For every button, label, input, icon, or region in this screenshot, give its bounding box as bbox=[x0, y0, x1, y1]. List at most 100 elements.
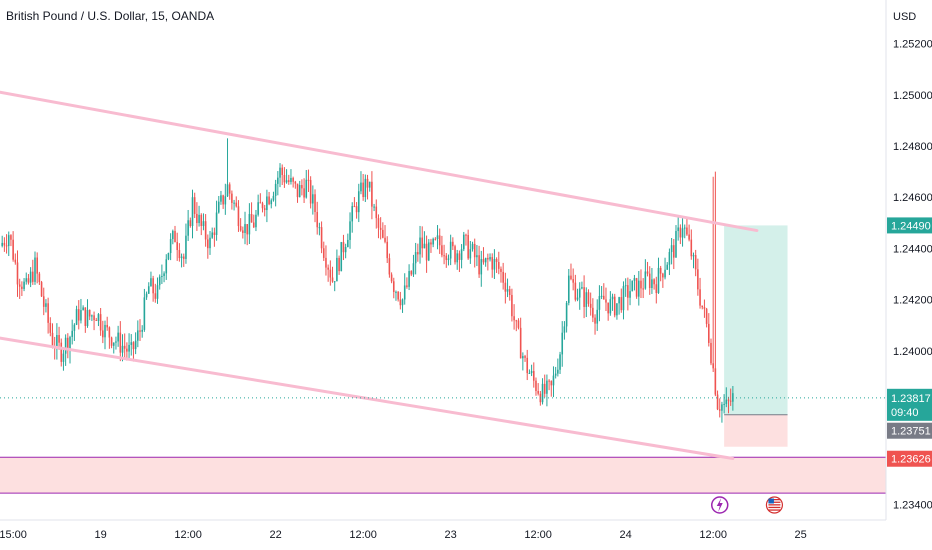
flag-stripe bbox=[768, 504, 781, 506]
candle-body bbox=[371, 181, 373, 207]
candle-body bbox=[469, 249, 472, 259]
candles-layer bbox=[1, 138, 734, 423]
price-badges: 1.24490 1.23817 09:40 1.23751 1.23626 bbox=[887, 217, 932, 467]
candle-body bbox=[495, 259, 498, 262]
candle-body bbox=[377, 218, 380, 228]
candle-body bbox=[314, 194, 316, 213]
candle-body bbox=[84, 307, 87, 326]
candle-body bbox=[714, 368, 717, 395]
price-tick-label: 1.24400 bbox=[893, 243, 932, 255]
broker-name: OANDA bbox=[171, 9, 215, 23]
candle-body bbox=[386, 241, 389, 259]
candle-body bbox=[102, 330, 104, 338]
candle-body bbox=[272, 195, 275, 201]
candle-body bbox=[640, 280, 642, 289]
candle-body bbox=[279, 167, 281, 178]
candle-body bbox=[703, 307, 706, 309]
candle-body bbox=[174, 230, 176, 243]
candle-body bbox=[21, 286, 23, 289]
candle-body bbox=[567, 275, 570, 303]
candle-body bbox=[699, 289, 701, 306]
candle-body bbox=[723, 403, 725, 405]
stop-price-label: 1.23626 bbox=[891, 454, 931, 466]
candle-body bbox=[581, 287, 583, 289]
candle-body bbox=[613, 296, 616, 316]
candle-body bbox=[329, 269, 332, 278]
price-axis: 1.25200 1.25000 1.24800 1.24600 1.24400 1.242… bbox=[893, 39, 932, 512]
candle-body bbox=[524, 356, 526, 358]
support-zone bbox=[0, 457, 886, 494]
candle-body bbox=[710, 342, 712, 364]
entry-price-label: 1.23751 bbox=[891, 426, 931, 438]
candle-body bbox=[721, 404, 723, 411]
candle-body bbox=[49, 322, 52, 333]
candle-body bbox=[681, 228, 684, 238]
channel-lower-line[interactable] bbox=[0, 336, 735, 461]
candle-body bbox=[1, 242, 3, 246]
candle-body bbox=[368, 181, 371, 188]
candle-body bbox=[530, 371, 533, 373]
time-tick-label: 24 bbox=[620, 529, 632, 541]
candle-body bbox=[121, 345, 124, 353]
price-tick-label: 1.24000 bbox=[893, 346, 932, 358]
candle-body bbox=[25, 278, 28, 282]
candle-body bbox=[456, 253, 459, 263]
candle-body bbox=[342, 242, 345, 253]
candle-body bbox=[473, 243, 476, 258]
candle-body bbox=[128, 344, 130, 352]
candle-body bbox=[91, 315, 93, 317]
candle-body bbox=[117, 332, 119, 342]
candle-body bbox=[460, 249, 463, 260]
candle-body bbox=[589, 303, 592, 308]
candle-body bbox=[550, 381, 553, 386]
candle-body bbox=[546, 380, 548, 394]
candle-body bbox=[64, 337, 67, 354]
candle-body bbox=[506, 289, 509, 292]
candle-body bbox=[303, 188, 305, 198]
candle-body bbox=[18, 284, 21, 287]
candle-body bbox=[399, 299, 402, 306]
candle-body bbox=[557, 369, 559, 374]
candle-body bbox=[548, 380, 550, 382]
candle-body bbox=[178, 250, 181, 259]
candle-body bbox=[56, 335, 58, 349]
zones-layer bbox=[0, 225, 886, 494]
last-price-badge-bg bbox=[887, 388, 932, 421]
candle-body bbox=[320, 227, 323, 249]
candle-body bbox=[38, 273, 41, 283]
candle-body bbox=[36, 257, 38, 274]
candle-body bbox=[716, 394, 719, 410]
candle-body bbox=[427, 242, 430, 261]
candle-body bbox=[283, 174, 286, 183]
candle-body bbox=[390, 274, 393, 282]
channel-upper-line[interactable] bbox=[0, 90, 759, 233]
candle-body bbox=[605, 299, 607, 303]
price-tick-label: 1.23400 bbox=[893, 500, 932, 512]
candle-body bbox=[187, 220, 189, 236]
profit-zone[interactable] bbox=[724, 225, 788, 415]
candle-body bbox=[217, 201, 220, 213]
candle-body bbox=[322, 248, 325, 258]
candle-body bbox=[362, 182, 364, 198]
loss-zone[interactable] bbox=[724, 414, 788, 447]
candle-body bbox=[344, 247, 347, 253]
candle-body bbox=[246, 224, 249, 235]
candle-body bbox=[594, 317, 596, 324]
candle-body bbox=[662, 273, 664, 278]
candle-body bbox=[659, 267, 662, 274]
candle-body bbox=[414, 252, 417, 264]
candle-body bbox=[281, 167, 284, 175]
candle-body bbox=[392, 281, 395, 293]
price-tick-label: 1.25200 bbox=[893, 39, 932, 51]
candle-body bbox=[338, 257, 340, 272]
candle-body bbox=[670, 245, 673, 253]
candle-body bbox=[373, 206, 375, 208]
candle-body bbox=[484, 257, 487, 263]
candle-body bbox=[298, 185, 301, 198]
candle-body bbox=[119, 332, 122, 353]
candle-body bbox=[189, 220, 192, 226]
candle-body bbox=[382, 229, 384, 238]
candle-body bbox=[528, 372, 531, 374]
candle-body bbox=[95, 320, 98, 322]
